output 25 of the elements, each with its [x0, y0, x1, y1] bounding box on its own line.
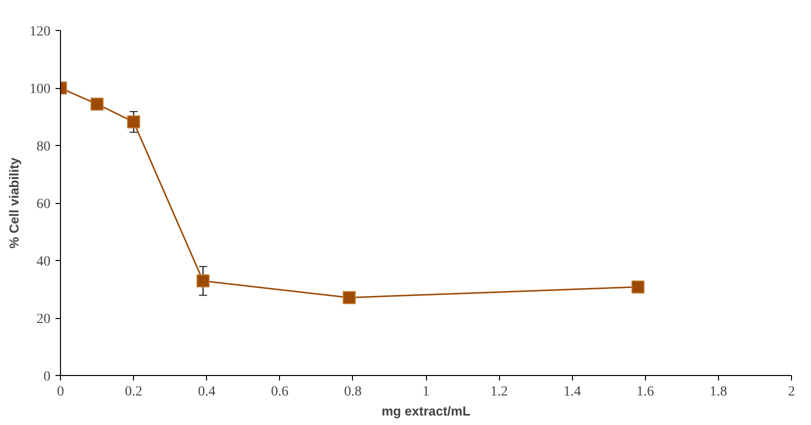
y-tick-label: 120: [30, 24, 50, 40]
x-tick-label: 1.2: [490, 384, 508, 400]
y-tick-label: 100: [30, 82, 50, 97]
x-tick-label: 1.6: [636, 384, 654, 400]
x-tick-label: 0.8: [344, 384, 362, 400]
point: [90, 98, 104, 111]
y-tick-label: 40: [36, 254, 50, 270]
x-tick-label: 0.2: [124, 384, 142, 400]
point: [196, 274, 210, 288]
x-tick-label: 1.4: [563, 384, 581, 400]
point: [127, 115, 140, 128]
x-tick-label: 1: [422, 384, 430, 400]
point: [342, 291, 356, 304]
x-tick-label: 0.4: [198, 384, 216, 400]
x-tick-label: 0.6: [271, 384, 289, 400]
point: [631, 280, 644, 294]
x-tick-label: 2: [788, 384, 795, 400]
x-axis-title: mg extract/mL: [382, 404, 470, 418]
y-tick-label: 80: [36, 140, 50, 154]
y-tick-label: 0: [44, 370, 50, 384]
x-tick-label: 0: [57, 384, 64, 400]
y-tick-label: 20: [36, 312, 50, 327]
x-tick-label: 1.8: [710, 384, 728, 400]
y-tick-label: 60: [36, 197, 50, 212]
y-axis-title: % Cell viability: [6, 156, 22, 249]
